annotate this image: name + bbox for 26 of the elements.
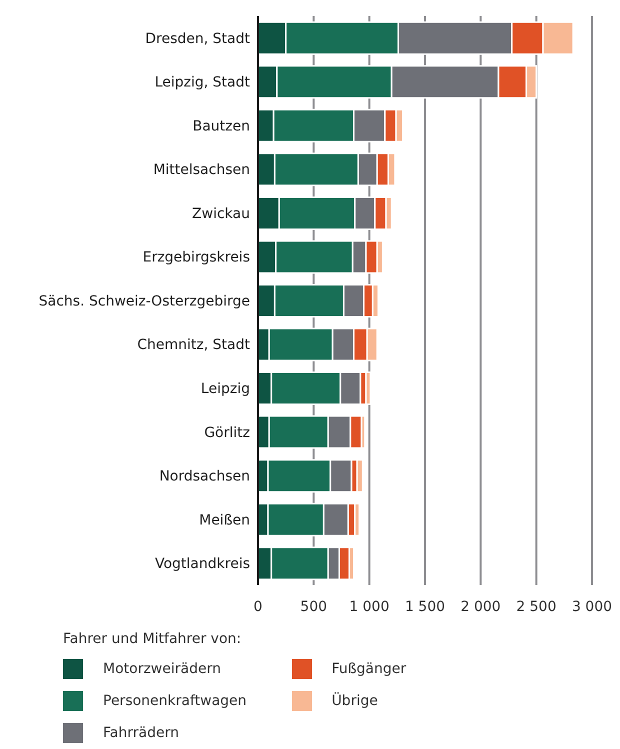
y-tick-label: Görlitz — [204, 424, 250, 441]
legend-label: Motorzweirädern — [103, 661, 221, 677]
y-tick-label: Mittelsachsen — [153, 162, 250, 178]
y-tick-label: Leipzig — [200, 381, 250, 398]
x-tick-label: 500 — [300, 598, 328, 615]
y-tick-label: Meißen — [199, 512, 250, 528]
legend-label: Personenkraftwagen — [103, 693, 247, 709]
x-tick-label: 2 000 — [460, 598, 501, 615]
y-tick-label: Leipzig, Stadt — [154, 74, 250, 91]
y-tick-label: Vogtlandkreis — [154, 556, 250, 572]
y-tick-label: Nordsachsen — [159, 468, 250, 485]
y-tick-label: Zwickau — [192, 206, 250, 222]
legend-label: Übrige — [332, 693, 378, 709]
y-tick-label: Chemnitz, Stadt — [137, 337, 251, 354]
legend-label: Fußgänger — [332, 661, 406, 677]
y-tick-label: Bautzen — [192, 118, 250, 134]
x-tick-label: 1 000 — [349, 598, 390, 615]
y-tick-label: Sächs. Schweiz-Osterzgebirge — [38, 293, 250, 310]
x-tick-label: 3 000 — [572, 598, 612, 615]
y-tick-label: Erzgebirgskreis — [142, 250, 250, 266]
x-tick-label: 2 500 — [516, 598, 556, 615]
legend-title: Fahrer und Mitfahrer von: — [63, 631, 242, 647]
legend-label: Fahrrädern — [103, 725, 179, 741]
x-tick-label: 1 500 — [404, 598, 446, 615]
x-tick-label: 0 — [254, 598, 262, 615]
y-tick-label: Dresden, Stadt — [145, 30, 250, 47]
